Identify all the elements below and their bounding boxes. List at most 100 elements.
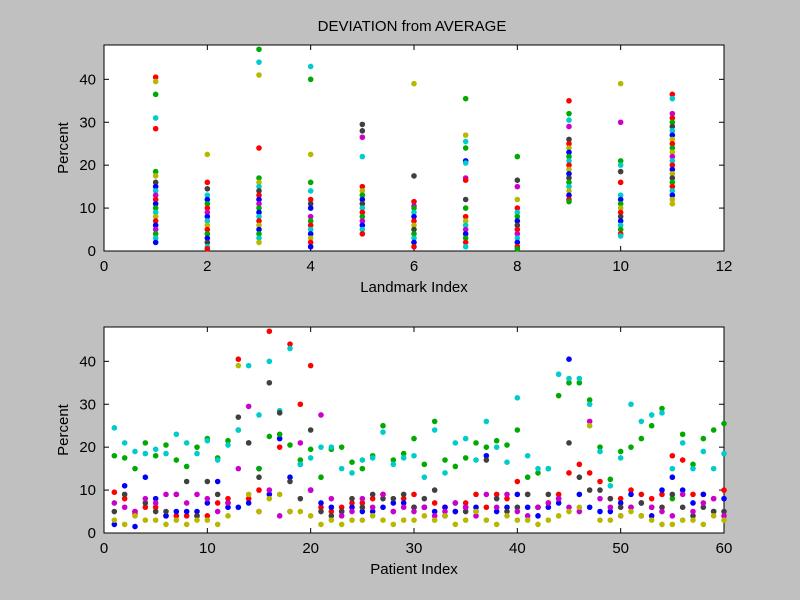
- patient-data-point: [597, 444, 603, 450]
- landmark-data-point: [617, 196, 624, 203]
- landmark-data-point: [566, 183, 572, 190]
- landmark-data-point: [307, 188, 314, 194]
- landmark-data-point: [617, 168, 624, 175]
- patient-data-point: [442, 508, 448, 515]
- landmark-data-point: [256, 200, 262, 207]
- patient-data-point: [504, 504, 510, 511]
- patient-data-point: [545, 500, 552, 506]
- patient-data-point: [163, 442, 169, 448]
- landmark-data-point: [669, 200, 676, 207]
- patient-data-point: [214, 521, 221, 528]
- patient-data-point: [597, 495, 603, 502]
- patient-data-point: [700, 504, 707, 511]
- patient-data-point: [566, 379, 572, 386]
- patient-data-point: [690, 513, 696, 519]
- patient-data-point: [700, 435, 707, 442]
- patient-data-point: [132, 513, 138, 519]
- landmark-data-point: [411, 209, 417, 216]
- patient-data-point: [452, 500, 459, 506]
- patient-data-point: [245, 500, 252, 506]
- patient-data-point: [659, 487, 665, 493]
- patient-data-point: [266, 358, 273, 365]
- patient-data-point: [121, 491, 128, 498]
- patient-data-point: [256, 412, 262, 418]
- landmark-data-point: [462, 196, 469, 203]
- landmark-data-point: [462, 132, 469, 138]
- patient-data-point: [142, 517, 149, 523]
- patient-data-point: [690, 517, 696, 523]
- patient-data-point: [617, 500, 624, 506]
- landmark-data-point: [566, 140, 572, 147]
- landmark-data-point: [669, 132, 676, 138]
- landmark-data-point: [669, 140, 676, 147]
- patient-data-point: [721, 508, 727, 515]
- patient-data-point: [173, 517, 180, 523]
- landmark-data-point: [256, 239, 262, 246]
- landmark-data-point: [152, 209, 159, 216]
- landmark-data-point: [307, 200, 314, 207]
- patient-data-point: [349, 508, 355, 515]
- patient-data-point: [721, 517, 727, 523]
- patient-data-point: [607, 504, 614, 511]
- landmark-scatter-plot: 0 2 4 6 8 10 12 0 10 20 30 40 Landmark Index Percent: [55, 44, 732, 296]
- landmark-data-point: [204, 205, 211, 211]
- landmark-data-point: [617, 158, 624, 164]
- patient-data-point: [214, 478, 221, 485]
- patient-data-point: [566, 470, 572, 476]
- patient-x-tick-label: 10: [199, 540, 216, 557]
- patient-data-point: [586, 401, 593, 408]
- patient-data-point: [669, 491, 676, 498]
- landmark-data-point: [514, 153, 521, 160]
- patient-data-point: [390, 508, 397, 515]
- landmark-data-point: [256, 213, 262, 220]
- landmark-data-point: [617, 205, 624, 211]
- landmark-data-point: [256, 196, 262, 203]
- landmark-data-point: [669, 188, 676, 194]
- patient-data-point: [721, 495, 727, 502]
- patient-data-point: [721, 450, 727, 457]
- patient-data-point: [659, 504, 665, 511]
- landmark-data-point: [204, 192, 211, 199]
- landmark-data-point: [566, 162, 572, 168]
- landmark-data-point: [204, 246, 211, 252]
- landmark-data-point: [462, 218, 469, 224]
- landmark-data-point: [204, 235, 211, 241]
- patient-data-point: [690, 491, 696, 498]
- landmark-data-point: [514, 205, 521, 211]
- patient-data-point: [452, 440, 459, 446]
- landmark-data-point: [669, 196, 676, 203]
- patient-data-point: [721, 420, 727, 427]
- landmark-data-point: [669, 170, 676, 177]
- landmark-data-point: [256, 72, 262, 78]
- patient-data-point: [628, 444, 634, 450]
- patient-data-point: [617, 455, 624, 461]
- patient-data-point: [390, 500, 397, 506]
- patient-data-point: [297, 440, 304, 446]
- landmark-data-point: [669, 136, 676, 143]
- landmark-data-point: [359, 153, 366, 160]
- landmark-data-point: [152, 173, 159, 179]
- landmark-data-point: [256, 145, 262, 151]
- patient-data-point: [607, 482, 614, 489]
- patient-data-point: [359, 457, 366, 463]
- patient-data-point: [235, 414, 242, 420]
- patient-data-point: [638, 491, 645, 498]
- patient-data-point: [535, 521, 541, 528]
- patient-data-point: [659, 491, 665, 498]
- patient-x-tick-label: 60: [716, 540, 733, 557]
- landmark-data-point: [514, 231, 521, 237]
- landmark-data-point: [204, 231, 211, 237]
- patient-data-point: [411, 491, 417, 498]
- landmark-data-point: [411, 218, 417, 224]
- patient-data-point: [183, 440, 190, 446]
- patient-data-point: [359, 508, 366, 515]
- patient-data-point: [328, 517, 335, 523]
- patient-y-tick-label: 0: [88, 525, 96, 542]
- patient-data-point: [297, 508, 304, 515]
- patient-data-point: [617, 504, 624, 511]
- patient-data-point: [617, 495, 624, 502]
- landmark-y-tick-label: 0: [88, 243, 96, 260]
- patient-data-point: [638, 418, 645, 425]
- patient-data-point: [442, 457, 448, 463]
